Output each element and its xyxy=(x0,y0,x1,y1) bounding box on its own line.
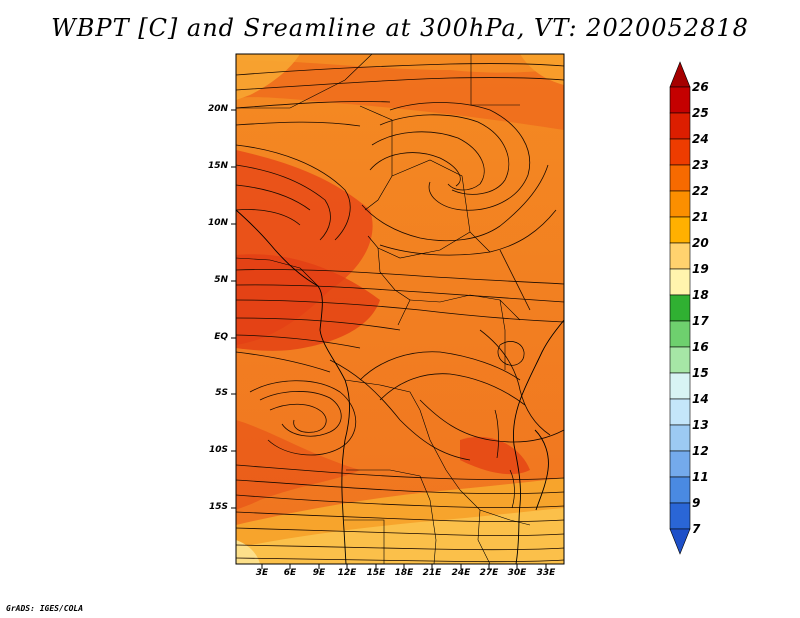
colorbar-segment xyxy=(669,242,691,270)
lat-label: 15S xyxy=(208,502,228,512)
lat-label: 5N xyxy=(214,275,228,285)
lon-label: 15E xyxy=(366,568,386,578)
colorbar-segment xyxy=(669,398,691,426)
lon-label: 3E xyxy=(255,568,269,578)
colorbar-label: 17 xyxy=(692,314,709,328)
credit-text: GrADS: IGES/COLA xyxy=(6,604,84,613)
colorbar-segment xyxy=(669,372,691,400)
lat-label: 20N xyxy=(207,104,228,114)
colorbar-segment xyxy=(669,216,691,244)
cool-region-northeast xyxy=(520,54,564,85)
colorbar-segment xyxy=(669,112,691,140)
lat-label: 15N xyxy=(207,161,228,171)
colorbar-label: 18 xyxy=(692,288,709,302)
lon-ticks xyxy=(261,564,547,569)
lakes xyxy=(494,341,525,509)
colorbar-label: 11 xyxy=(692,470,709,484)
colorbar-label: 7 xyxy=(692,522,701,536)
colorbar-label: 26 xyxy=(692,80,709,94)
colorbar-label: 12 xyxy=(692,444,709,458)
lon-label: 21E xyxy=(422,568,442,578)
colorbar xyxy=(669,61,691,555)
lat-label: 10N xyxy=(207,218,228,228)
colorbar-segment xyxy=(669,450,691,478)
lat-label: 10S xyxy=(208,445,228,455)
colorbar-label: 22 xyxy=(692,184,709,198)
warm-region-east xyxy=(460,436,530,475)
warm-region-south xyxy=(236,420,360,510)
lon-label: 6E xyxy=(283,568,297,578)
colorbar-bottom-arrow xyxy=(669,528,691,555)
colorbar-segment xyxy=(669,424,691,452)
map-frame xyxy=(235,53,565,565)
colorbar-segment xyxy=(669,86,691,114)
colorbar-label: 20 xyxy=(692,236,709,250)
colorbar-segment xyxy=(669,138,691,166)
colorbar-top-arrow xyxy=(669,61,691,88)
colorbar-label: 25 xyxy=(692,106,709,120)
colorbar-label: 23 xyxy=(692,158,709,172)
chart-title: WBPT [C] and Sreamline at 300hPa, VT: 20… xyxy=(51,14,749,42)
colorbar-segment xyxy=(669,268,691,296)
colorbar-segment xyxy=(669,294,691,322)
colorbar-label: 21 xyxy=(692,210,709,224)
colorbar-label: 24 xyxy=(692,132,709,146)
lon-label: 18E xyxy=(394,568,414,578)
lon-label: 12E xyxy=(337,568,357,578)
lon-label: 24E xyxy=(451,568,471,578)
colorbar-label: 15 xyxy=(692,366,709,380)
cool-region-northwest xyxy=(236,54,300,100)
lat-label: 5S xyxy=(215,388,228,398)
lon-label: 9E xyxy=(312,568,326,578)
colorbar-segment xyxy=(669,346,691,374)
colorbar-segment xyxy=(669,502,691,530)
lat-ticks xyxy=(231,109,236,509)
colorbar-segment xyxy=(669,320,691,348)
colorbar-segment xyxy=(669,190,691,218)
colorbar-label: 19 xyxy=(692,262,709,276)
coastlines xyxy=(236,209,564,564)
colorbar-segment xyxy=(669,164,691,192)
lat-label: EQ xyxy=(214,332,228,342)
warm-region-equatorial xyxy=(236,254,380,351)
colorbar-label: 13 xyxy=(692,418,709,432)
colorbar-label: 9 xyxy=(692,496,701,510)
colorbar-segment xyxy=(669,476,691,504)
lon-label: 27E xyxy=(479,568,499,578)
wbpt-field xyxy=(236,54,564,564)
colorbar-label: 14 xyxy=(692,392,709,406)
country-borders xyxy=(236,54,531,564)
lon-label: 33E xyxy=(536,568,556,578)
lon-label: 30E xyxy=(507,568,527,578)
colorbar-label: 16 xyxy=(692,340,709,354)
streamlines xyxy=(236,63,564,563)
